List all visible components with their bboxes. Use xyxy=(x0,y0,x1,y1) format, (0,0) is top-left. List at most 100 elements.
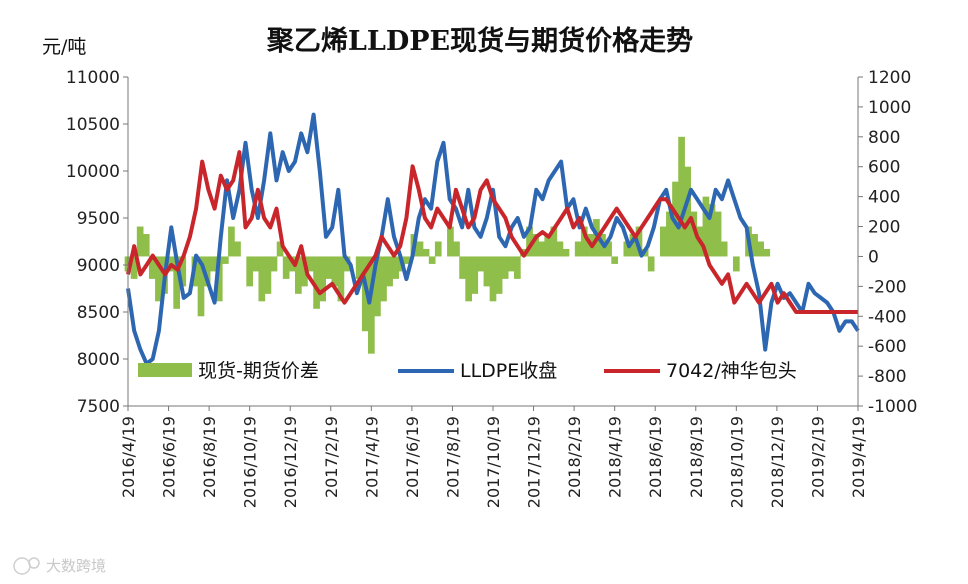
x-tick-label: 2018/12/19 xyxy=(768,416,787,508)
spread-bar xyxy=(477,256,485,272)
spread-bar xyxy=(148,256,156,279)
spread-bar xyxy=(234,241,241,257)
spread-bar xyxy=(526,226,533,257)
x-tick-label: 2016/6/19 xyxy=(160,416,179,498)
spread-bar xyxy=(574,241,582,257)
spread-bar xyxy=(270,256,278,272)
y-right-tick-label: -400 xyxy=(868,307,907,327)
spread-bar xyxy=(361,256,369,332)
spread-bar xyxy=(495,256,503,294)
y-left-tick-label: 10500 xyxy=(66,115,120,135)
spread-bar xyxy=(580,226,588,257)
y-right-tick-label: 1200 xyxy=(868,68,911,88)
spread-bar xyxy=(507,256,515,272)
spread-bar xyxy=(513,256,521,279)
spread-bar xyxy=(501,256,509,279)
spread-bar xyxy=(763,248,771,257)
watermark-text: 大数跨境 xyxy=(46,557,106,575)
x-tick-label: 2017/12/19 xyxy=(525,416,544,508)
spread-bar xyxy=(459,256,466,279)
spread-bar xyxy=(307,256,314,272)
shenhua-7042-line xyxy=(126,150,858,314)
price-line-series xyxy=(126,112,860,366)
x-tick-label: 2016/10/19 xyxy=(241,416,260,508)
spread-bar xyxy=(465,256,473,302)
spread-bar xyxy=(246,256,254,287)
spread-bar xyxy=(434,241,442,257)
y-right-tick-label: -200 xyxy=(868,277,907,297)
spread-bar xyxy=(282,256,290,279)
spread-bar xyxy=(751,234,758,257)
x-tick-label: 2016/12/19 xyxy=(281,416,300,508)
spread-bar xyxy=(264,256,272,294)
spread-bar xyxy=(483,256,491,287)
spread-bar xyxy=(136,226,144,257)
legend-label-lldpe: LLDPE收盘 xyxy=(460,360,557,382)
x-tick-label: 2018/6/19 xyxy=(646,416,665,498)
spread-bar xyxy=(294,256,302,294)
spread-bar xyxy=(258,256,266,302)
spread-bar xyxy=(647,256,655,272)
spread-bar xyxy=(276,241,284,257)
y-right-tick-label: 1000 xyxy=(868,98,911,118)
spread-bar xyxy=(556,241,564,257)
y-right-tick-label: -800 xyxy=(868,367,907,387)
spread-bar xyxy=(532,234,539,257)
spread-bar xyxy=(155,256,162,302)
spread-bar xyxy=(374,256,381,317)
spread-bar xyxy=(702,196,710,257)
y-left-tick-label: 7500 xyxy=(77,397,120,417)
spread-bar xyxy=(732,256,740,272)
x-tick-label: 2018/2/19 xyxy=(565,416,584,498)
spread-bar xyxy=(301,256,308,287)
spread-bar xyxy=(489,256,497,302)
spread-bar xyxy=(550,226,558,257)
spread-bar xyxy=(209,256,217,272)
y-right-tick-label: 600 xyxy=(868,158,900,178)
y-left-tick-label: 8000 xyxy=(77,350,120,370)
axes: 75008000850090009500100001050011000-1000… xyxy=(66,68,918,508)
legend-label-spread: 现货-期货价差 xyxy=(198,360,319,382)
spread-bar xyxy=(708,204,716,257)
y-axis-unit-label: 元/吨 xyxy=(42,36,86,58)
x-tick-label: 2017/4/19 xyxy=(362,416,381,498)
spread-bar xyxy=(215,256,223,302)
spread-bar xyxy=(367,256,375,354)
spread-bar xyxy=(714,211,722,257)
x-tick-label: 2017/6/19 xyxy=(403,416,422,498)
y-right-tick-label: 400 xyxy=(868,188,900,208)
x-tick-label: 2018/8/19 xyxy=(687,416,706,498)
spread-bar xyxy=(611,256,619,264)
y-left-tick-label: 10000 xyxy=(66,162,120,182)
spread-bar xyxy=(428,256,436,264)
spread-bar xyxy=(355,256,363,279)
spread-bar xyxy=(392,256,400,279)
spread-bar xyxy=(380,256,387,302)
watermark-logo-dot-icon xyxy=(28,557,40,569)
spread-bar xyxy=(228,226,235,257)
spread-bar xyxy=(538,241,546,257)
spread-bar xyxy=(142,234,150,257)
spread-bar xyxy=(416,241,424,257)
spread-bar xyxy=(386,256,393,287)
x-tick-label: 2018/10/19 xyxy=(727,416,746,508)
spread-bar xyxy=(635,226,643,257)
x-tick-label: 2017/8/19 xyxy=(443,416,462,498)
watermark: 大数跨境 xyxy=(13,557,106,575)
spread-bar xyxy=(659,226,667,257)
spread-bar xyxy=(678,136,685,257)
spread-bar xyxy=(720,241,728,257)
spread-bar xyxy=(179,256,187,287)
spread-bar xyxy=(544,234,552,257)
legend: 现货-期货价差 LLDPE收盘 7042/神华包头 xyxy=(138,360,797,382)
spread-bar xyxy=(343,256,351,272)
spread-bar xyxy=(331,256,339,287)
y-left-tick-label: 9500 xyxy=(77,209,120,229)
spread-bar xyxy=(130,256,138,279)
spread-bar xyxy=(422,248,430,257)
spread-bar xyxy=(690,211,698,257)
spread-bar xyxy=(562,248,570,257)
y-right-tick-label: 0 xyxy=(868,247,879,267)
x-tick-label: 2017/2/19 xyxy=(322,416,341,498)
spread-bar xyxy=(221,256,229,264)
